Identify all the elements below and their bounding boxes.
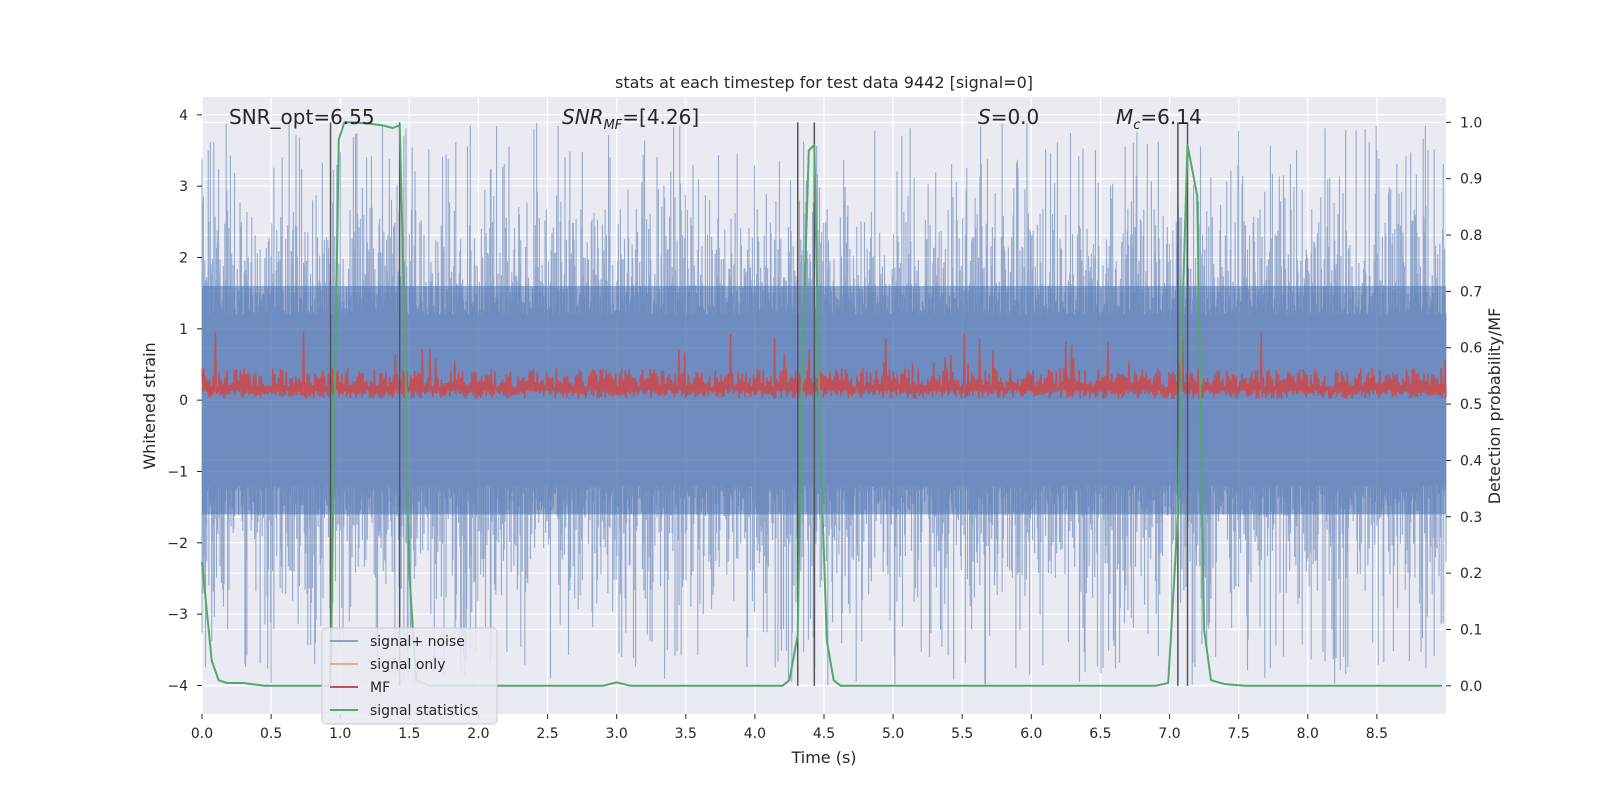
annotation-snr-opt: SNR_opt=6.55 bbox=[229, 105, 375, 129]
y-tick-label: −4 bbox=[167, 678, 188, 694]
x-tick-label: 0.0 bbox=[191, 726, 213, 742]
mf-series bbox=[201, 331, 1447, 399]
right-y-tick-label: 0.1 bbox=[1460, 622, 1482, 638]
mc-value: =6.14 bbox=[1140, 105, 1201, 129]
x-tick-label: 3.5 bbox=[675, 726, 697, 742]
y-tick-label: 0 bbox=[179, 393, 188, 409]
x-tick-label: 1.5 bbox=[398, 726, 420, 742]
x-tick-label: 8.5 bbox=[1366, 726, 1388, 742]
x-axis-ticks: 0.0 0.5 1.0 1.5 2.0 2.5 3.0 3.5 4.0 4.5 5.0 5.5 6.0 6… bbox=[191, 714, 1388, 742]
x-tick-label: 5.0 bbox=[882, 726, 904, 742]
right-y-tick-label: 0.0 bbox=[1460, 679, 1482, 695]
x-tick-label: 7.0 bbox=[1158, 726, 1180, 742]
right-y-axis-ticks: 1.0 0.9 0.8 0.7 0.6 0.5 0.4 0.3 0.2 0.1 0.0 bbox=[1446, 115, 1482, 695]
right-y-tick-label: 1.0 bbox=[1460, 115, 1482, 131]
annotation-mc: Mc=6.14 bbox=[1116, 105, 1202, 133]
x-tick-label: 6.5 bbox=[1089, 726, 1111, 742]
x-tick-label: 2.5 bbox=[536, 726, 558, 742]
y-tick-label: 1 bbox=[179, 322, 188, 338]
y-axis-ticks: 4 3 2 1 0 −1 −2 −3 −4 bbox=[167, 108, 202, 694]
x-tick-label: 5.5 bbox=[951, 726, 973, 742]
right-y-tick-label: 0.8 bbox=[1460, 228, 1482, 244]
snr-mf-value: =[4.26] bbox=[622, 105, 699, 129]
x-tick-label: 4.5 bbox=[813, 726, 835, 742]
right-y-tick-label: 0.3 bbox=[1460, 510, 1482, 526]
mc-main: M bbox=[1116, 105, 1133, 129]
legend-label-signal-only: signal only bbox=[370, 657, 445, 673]
x-tick-label: 3.0 bbox=[606, 726, 628, 742]
signal-noise-line bbox=[201, 122, 1447, 686]
right-y-tick-label: 0.9 bbox=[1460, 172, 1482, 188]
y-tick-label: 4 bbox=[179, 108, 188, 124]
right-y-tick-label: 0.6 bbox=[1460, 341, 1482, 357]
x-tick-label: 2.0 bbox=[467, 726, 489, 742]
y-tick-label: −2 bbox=[167, 536, 188, 552]
legend-label-signal-noise: signal+ noise bbox=[370, 634, 465, 650]
chart-title: stats at each timestep for test data 944… bbox=[615, 73, 1033, 92]
legend: signal+ noise signal only MF signal stat… bbox=[321, 627, 498, 725]
right-y-tick-label: 0.7 bbox=[1460, 284, 1482, 300]
x-tick-label: 4.0 bbox=[744, 726, 766, 742]
legend-label-mf: MF bbox=[370, 680, 390, 696]
signal-statistics-line bbox=[201, 121, 1442, 687]
right-y-tick-label: 0.2 bbox=[1460, 566, 1482, 582]
mf-line bbox=[201, 331, 1447, 399]
s-value: =0.0 bbox=[991, 105, 1040, 129]
y-axis-label: Whitened strain bbox=[140, 342, 159, 469]
x-tick-label: 8.0 bbox=[1297, 726, 1319, 742]
x-tick-label: 6.0 bbox=[1020, 726, 1042, 742]
y-tick-label: 3 bbox=[179, 179, 188, 195]
y-tick-label: −1 bbox=[167, 464, 188, 480]
legend-box bbox=[321, 627, 498, 725]
snr-mf-main: SNR bbox=[562, 105, 604, 129]
annotation-snr-mf: SNRMF=[4.26] bbox=[562, 105, 699, 133]
y-tick-label: −3 bbox=[167, 607, 188, 623]
x-axis-label: Time (s) bbox=[790, 748, 856, 767]
x-tick-label: 0.5 bbox=[260, 726, 282, 742]
right-y-tick-label: 0.4 bbox=[1460, 453, 1482, 469]
right-y-axis-label: Detection probability/MF bbox=[1485, 308, 1504, 505]
signal-noise-series bbox=[201, 122, 1447, 686]
x-tick-label: 1.0 bbox=[329, 726, 351, 742]
s-main: S bbox=[978, 105, 991, 129]
annotation-s: S=0.0 bbox=[978, 105, 1039, 129]
mc-sub: c bbox=[1133, 118, 1140, 133]
right-y-tick-label: 0.5 bbox=[1460, 397, 1482, 413]
signal-statistics-series bbox=[201, 121, 1442, 687]
x-tick-label: 7.5 bbox=[1228, 726, 1250, 742]
y-tick-label: 2 bbox=[179, 250, 188, 266]
legend-label-signal-statistics: signal statistics bbox=[370, 703, 478, 719]
snr-mf-sub: MF bbox=[604, 118, 623, 133]
